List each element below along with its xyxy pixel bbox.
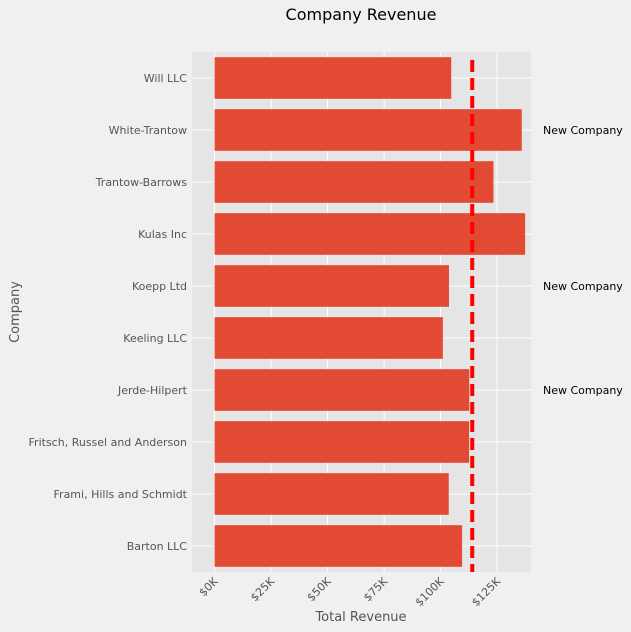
- x-tick-label: $100K: [413, 574, 448, 609]
- x-tick-label: $25K: [248, 574, 278, 604]
- annotation-label: New Company: [543, 124, 623, 137]
- y-tick-label: Will LLC: [144, 72, 188, 85]
- y-tick-label: Jerde-Hilpert: [117, 384, 188, 397]
- x-axis-label: Total Revenue: [314, 610, 406, 625]
- chart-title: Company Revenue: [286, 5, 437, 24]
- bar: [214, 57, 452, 99]
- bar: [214, 473, 449, 515]
- y-tick-label: Frami, Hills and Schmidt: [54, 488, 188, 501]
- y-tick-label: Koepp Ltd: [132, 280, 187, 293]
- y-tick-label: White-Trantow: [109, 124, 187, 137]
- x-tick-labels: $0K $25K $50K $75K $100K $125K: [197, 574, 504, 609]
- x-tick-label: $75K: [361, 574, 391, 604]
- annotation-label: New Company: [543, 280, 623, 293]
- bar: [214, 161, 494, 203]
- bar: [214, 109, 522, 151]
- y-tick-label: Barton LLC: [127, 540, 188, 553]
- y-tick-label: Trantow-Barrows: [95, 176, 188, 189]
- y-tick-labels: Barton LLC Frami, Hills and Schmidt Fritsc…: [29, 72, 188, 553]
- bar: [214, 421, 470, 463]
- bar: [214, 317, 443, 359]
- y-tick-label: Keeling LLC: [123, 332, 187, 345]
- annotation-label: New Company: [543, 384, 623, 397]
- bars: [214, 57, 526, 567]
- x-tick-label: $50K: [305, 574, 335, 604]
- y-tick-label: Fritsch, Russel and Anderson: [29, 436, 187, 449]
- bar: [214, 525, 463, 567]
- bar: [214, 369, 470, 411]
- bar: [214, 265, 449, 307]
- y-tick-label: Kulas Inc: [138, 228, 187, 241]
- bar: [214, 213, 526, 255]
- annotations: New Company New Company New Company: [543, 124, 623, 397]
- x-tick-label: $125K: [469, 574, 504, 609]
- y-axis-label: Company: [8, 281, 23, 343]
- x-tick-label: $0K: [197, 574, 222, 599]
